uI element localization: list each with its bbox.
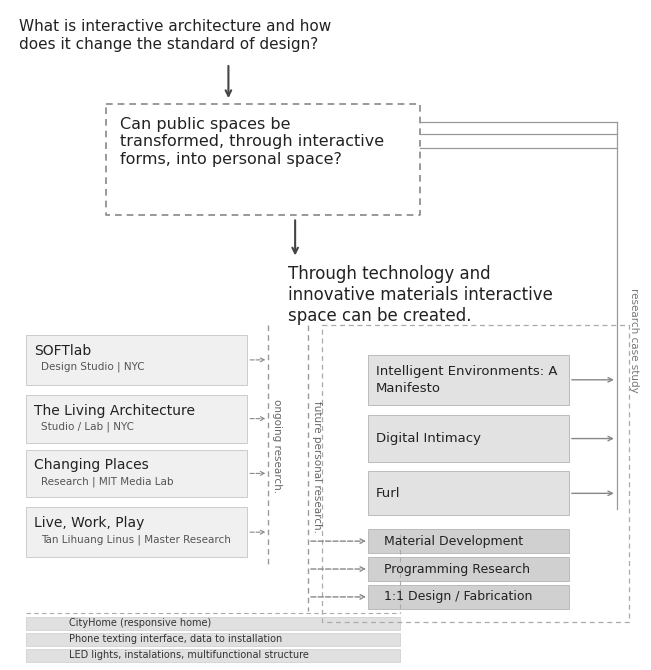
Text: SOFTlab: SOFTlab <box>35 344 92 358</box>
Bar <box>368 585 569 609</box>
Bar <box>368 557 569 581</box>
Text: Programming Research: Programming Research <box>383 563 530 576</box>
Text: Studio / Lab | NYC: Studio / Lab | NYC <box>41 421 134 432</box>
Text: Phone texting interface, data to installation: Phone texting interface, data to install… <box>69 634 283 645</box>
Text: Material Development: Material Development <box>383 535 523 547</box>
Text: LED lights, instalations, multifunctional structure: LED lights, instalations, multifunctiona… <box>69 650 309 660</box>
Bar <box>26 632 400 646</box>
Text: Can public spaces be
transformed, through interactive
forms, into personal space: Can public spaces be transformed, throug… <box>120 117 384 167</box>
Bar <box>368 472 569 515</box>
Text: Changing Places: Changing Places <box>35 458 149 472</box>
Bar <box>26 395 247 443</box>
Text: Design Studio | NYC: Design Studio | NYC <box>41 362 145 373</box>
Text: Tan Lihuang Linus | Master Research: Tan Lihuang Linus | Master Research <box>41 534 231 545</box>
Bar <box>26 450 247 497</box>
Bar <box>368 415 569 462</box>
Text: What is interactive architecture and how
does it change the standard of design?: What is interactive architecture and how… <box>20 19 331 52</box>
Text: Live, Work, Play: Live, Work, Play <box>35 517 145 530</box>
Bar <box>368 355 569 405</box>
Text: ongoing research.: ongoing research. <box>272 399 283 494</box>
Text: Digital Intimacy: Digital Intimacy <box>376 432 481 445</box>
Text: The Living Architecture: The Living Architecture <box>35 404 195 417</box>
Text: Intelligent Environments: A
Manifesto: Intelligent Environments: A Manifesto <box>376 364 557 395</box>
Bar <box>368 529 569 553</box>
Text: Furl: Furl <box>376 487 400 500</box>
Text: CityHome (responsive home): CityHome (responsive home) <box>69 618 212 628</box>
Text: Research | MIT Media Lab: Research | MIT Media Lab <box>41 476 174 487</box>
Text: Through technology and
innovative materials interactive
space can be created.: Through technology and innovative materi… <box>288 265 553 325</box>
Text: research case study: research case study <box>629 287 639 393</box>
Bar <box>26 617 400 630</box>
Text: 1:1 Design / Fabrication: 1:1 Design / Fabrication <box>383 590 532 604</box>
Bar <box>26 335 247 385</box>
Bar <box>26 649 400 662</box>
Text: future personal research.: future personal research. <box>312 401 322 533</box>
Bar <box>26 507 247 557</box>
